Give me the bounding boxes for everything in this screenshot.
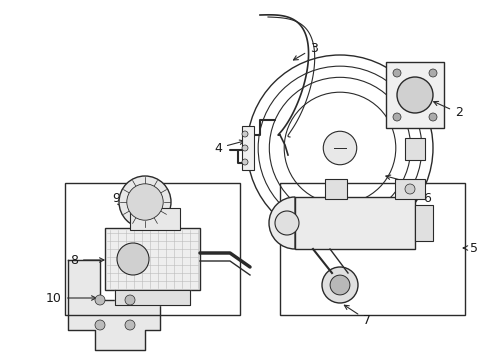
Text: 6: 6 — [397, 192, 430, 204]
Text: 2: 2 — [433, 102, 462, 120]
Circle shape — [274, 211, 298, 235]
Circle shape — [119, 176, 171, 228]
Circle shape — [323, 131, 356, 165]
Bar — [385, 62, 443, 128]
Bar — [325, 179, 346, 199]
Circle shape — [95, 320, 105, 330]
Circle shape — [392, 69, 400, 77]
Circle shape — [242, 145, 247, 151]
Bar — [280, 183, 464, 315]
Text: 8: 8 — [70, 253, 104, 266]
Bar — [65, 183, 240, 315]
Bar — [105, 228, 200, 290]
Text: 4: 4 — [214, 140, 244, 154]
Circle shape — [117, 243, 149, 275]
Polygon shape — [115, 290, 190, 305]
Text: 3: 3 — [293, 41, 317, 60]
Polygon shape — [68, 260, 160, 350]
Text: 5: 5 — [462, 242, 477, 255]
Text: 9: 9 — [112, 193, 122, 207]
Bar — [242, 126, 253, 170]
Text: 10: 10 — [46, 292, 96, 305]
Bar — [394, 179, 424, 199]
Circle shape — [392, 113, 400, 121]
Bar — [130, 208, 180, 230]
Wedge shape — [268, 197, 294, 249]
Circle shape — [428, 69, 436, 77]
Circle shape — [329, 275, 349, 295]
Bar — [294, 197, 414, 249]
Text: 7: 7 — [344, 305, 370, 327]
Circle shape — [125, 320, 135, 330]
Circle shape — [126, 184, 163, 220]
Circle shape — [396, 77, 432, 113]
Circle shape — [242, 159, 247, 165]
Circle shape — [95, 295, 105, 305]
Circle shape — [404, 184, 414, 194]
Bar — [414, 205, 432, 241]
Text: 1: 1 — [385, 175, 422, 192]
Circle shape — [125, 295, 135, 305]
Circle shape — [321, 267, 357, 303]
Circle shape — [242, 131, 247, 137]
Circle shape — [428, 113, 436, 121]
Bar — [404, 138, 424, 160]
